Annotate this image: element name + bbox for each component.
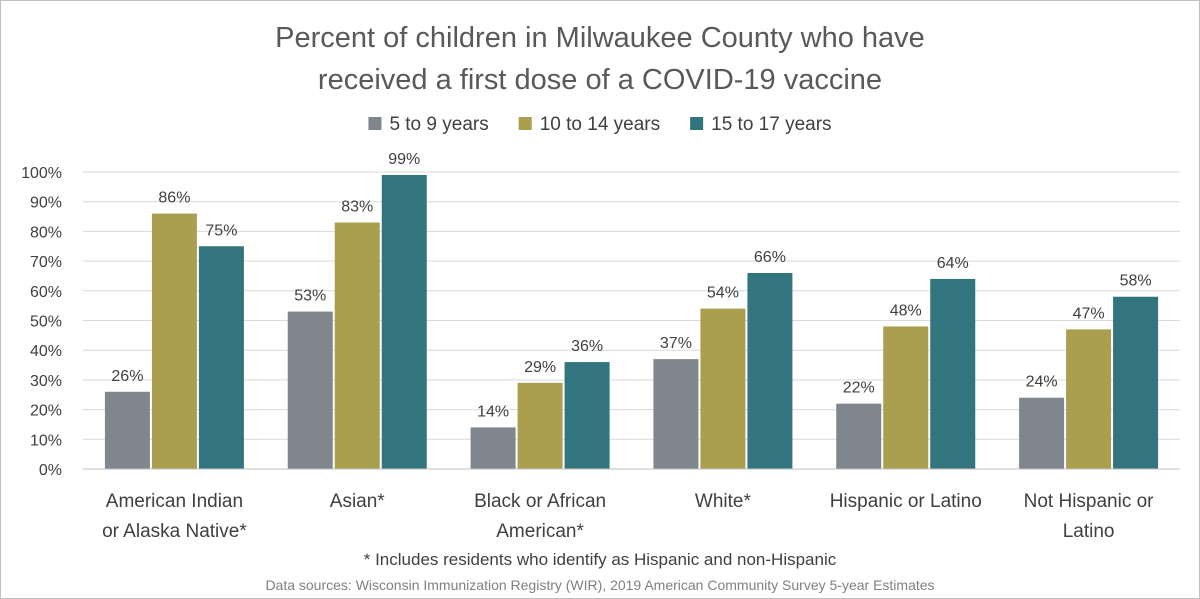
y-tick-label: 20% bbox=[30, 403, 62, 420]
y-tick-label: 70% bbox=[30, 254, 62, 271]
x-category-label: American* bbox=[496, 521, 584, 542]
chart-title-line-1: Percent of children in Milwaukee County … bbox=[275, 22, 925, 54]
gridlines bbox=[83, 171, 1180, 440]
bar bbox=[747, 272, 793, 469]
x-category-label: Latino bbox=[1063, 521, 1115, 542]
y-tick-label: 60% bbox=[30, 284, 62, 301]
y-tick-label: 30% bbox=[30, 373, 62, 390]
data-label: 58% bbox=[1120, 273, 1152, 290]
y-tick-label: 90% bbox=[30, 195, 62, 212]
data-label: 48% bbox=[890, 302, 922, 319]
bar bbox=[700, 308, 746, 469]
chart-title: Percent of children in Milwaukee County … bbox=[275, 22, 925, 96]
bar bbox=[1113, 296, 1159, 469]
x-category-label: Not Hispanic or bbox=[1024, 491, 1155, 512]
x-category-label: Black or African bbox=[474, 491, 606, 512]
y-tick-label: 10% bbox=[30, 432, 62, 449]
y-tick-label: 100% bbox=[21, 165, 62, 182]
legend-item: 10 to 14 years bbox=[518, 114, 660, 135]
legend-label: 10 to 14 years bbox=[540, 114, 660, 135]
data-label: 53% bbox=[294, 288, 326, 305]
legend-item: 15 to 17 years bbox=[690, 114, 832, 135]
data-label: 86% bbox=[158, 190, 190, 207]
bar bbox=[1066, 329, 1112, 469]
data-label: 14% bbox=[477, 403, 509, 420]
footnote: * Includes residents who identify as His… bbox=[364, 550, 837, 569]
y-tick-label: 80% bbox=[30, 224, 62, 241]
x-category-label: American Indian bbox=[106, 491, 243, 512]
data-label: 64% bbox=[937, 255, 969, 272]
bar bbox=[836, 403, 882, 469]
data-label: 36% bbox=[571, 338, 603, 355]
bar bbox=[381, 174, 427, 469]
data-label: 29% bbox=[524, 359, 556, 376]
bar bbox=[287, 311, 333, 469]
bar bbox=[198, 246, 244, 469]
legend-swatch bbox=[518, 117, 532, 130]
x-category-label: or Alaska Native* bbox=[102, 521, 247, 542]
data-source-note: Data sources: Wisconsin Immunization Reg… bbox=[265, 577, 934, 593]
bar bbox=[930, 278, 976, 469]
x-axis: American Indian or Alaska Native* Asian* Bl… bbox=[83, 468, 1180, 542]
y-tick-label: 40% bbox=[30, 343, 62, 360]
data-label: 83% bbox=[341, 198, 373, 215]
data-label: 99% bbox=[388, 151, 420, 168]
data-label: 66% bbox=[754, 249, 786, 266]
legend-item: 5 to 9 years bbox=[368, 114, 489, 135]
bars bbox=[104, 174, 1159, 469]
bar bbox=[517, 382, 563, 469]
bar bbox=[883, 326, 929, 469]
data-label: 54% bbox=[707, 285, 739, 302]
y-tick-label: 50% bbox=[30, 314, 62, 331]
data-label: 37% bbox=[660, 335, 692, 352]
bar bbox=[470, 427, 516, 469]
bar bbox=[653, 359, 699, 469]
bar bbox=[1019, 397, 1065, 469]
x-category-label: Asian* bbox=[330, 491, 386, 512]
x-category-label: White* bbox=[695, 491, 752, 512]
data-label: 47% bbox=[1073, 305, 1105, 322]
data-label: 75% bbox=[205, 222, 237, 239]
bar bbox=[151, 213, 197, 469]
chart-title-line-2: received a first dose of a COVID-19 vacc… bbox=[318, 64, 882, 96]
y-axis: 0% 10% 20% 30% 40% 50% 60% 70% 80% 90% 100% bbox=[21, 165, 62, 479]
data-label: 24% bbox=[1026, 374, 1058, 391]
data-label: 22% bbox=[843, 380, 875, 397]
bar bbox=[564, 362, 610, 469]
legend: 5 to 9 years 10 to 14 years 15 to 17 years bbox=[368, 114, 832, 135]
legend-swatch bbox=[690, 117, 704, 130]
data-labels: 26% 86% 75% 53% 83% 99% 14% 29% 36% 37% 54% 66% 22% 4… bbox=[111, 151, 1151, 420]
x-category-label: Hispanic or Latino bbox=[830, 491, 982, 512]
legend-label: 15 to 17 years bbox=[711, 114, 831, 135]
bar bbox=[104, 391, 150, 469]
legend-label: 5 to 9 years bbox=[389, 114, 488, 135]
data-label: 26% bbox=[111, 368, 143, 385]
y-tick-label: 0% bbox=[39, 462, 62, 479]
legend-swatch bbox=[368, 117, 382, 130]
bar bbox=[334, 222, 380, 469]
